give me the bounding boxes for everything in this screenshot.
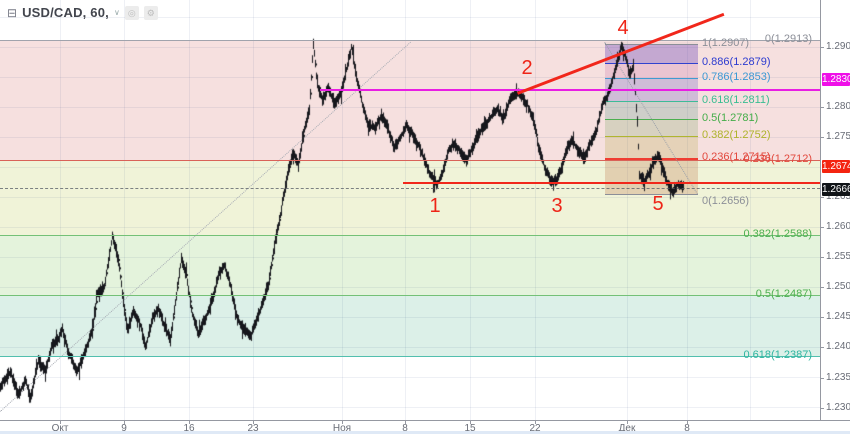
time-axis-border [0,420,850,421]
fib-retracement-label: 0.886(1.2879) [702,56,771,68]
time-axis-tick [60,420,61,424]
fib-retracement-label: 0.382(1.2752) [702,129,771,141]
time-axis-tick [253,420,254,424]
fib-retracement-label: 0.236(1.2715) [702,151,771,163]
fib-level-line[interactable] [0,295,820,296]
price-axis-label: 1.2750 [826,131,850,142]
fib-retracement-label: 0.618(1.2811) [702,94,770,106]
time-axis-tick [189,420,190,424]
price-axis-tick [820,47,824,48]
wave-label-4: 4 [617,17,629,39]
time-axis-background [0,421,850,434]
fib-level-label: 0.5(1.2487) [755,288,812,300]
fib-retracement-label: 1(1.2907) [702,37,750,49]
time-axis-tick [124,420,125,424]
price-axis-label: 1.2350 [826,372,850,383]
price-axis-tick [820,287,824,288]
legend-collapse-icon[interactable]: ⊟ [7,5,18,20]
fib-level-line[interactable] [0,160,820,161]
fib-level-line[interactable] [0,356,820,357]
symbol-title[interactable]: USD/CAD, 60, [22,5,109,20]
time-axis-label: 9 [121,423,127,434]
price-axis-background [821,0,850,420]
time-axis-label: 15 [464,423,476,434]
gear-icon[interactable]: ⚙ [143,5,158,20]
time-axis-tick [342,420,343,424]
time-axis-tick [627,420,628,424]
price-axis-tick [820,317,824,318]
price-axis-tick [820,107,824,108]
time-axis-label: Дек [618,423,636,434]
price-axis-label: 1.2900 [826,41,850,52]
red-horizontal-line[interactable] [403,182,820,184]
time-axis-tick [535,420,536,424]
time-axis-label: 22 [529,423,541,434]
bottom-strip [0,431,850,434]
price-axis-label: 1.2550 [826,251,850,262]
price-axis-tick [820,227,824,228]
time-axis-label: Ноя [332,423,352,434]
price-axis-label: 1.2450 [826,311,850,322]
price-axis-label: 1.2500 [826,281,850,292]
fib-retracement-label: 0(1.2656) [702,195,750,207]
time-axis-tick [687,420,688,424]
fib-level-line[interactable] [0,235,820,236]
price-axis-tick [820,378,824,379]
price-axis-label: 1.2600 [826,221,850,232]
price-badge-magenta: 1.2830 [822,72,850,86]
wave-label-5: 5 [652,193,664,215]
time-axis-label: 16 [183,423,195,434]
magenta-horizontal-line[interactable] [320,89,820,91]
price-axis-tick [820,408,824,409]
wave-label-3: 3 [551,195,563,217]
chevron-down-icon[interactable]: ∨ [113,7,120,17]
price-axis-border [820,0,821,420]
time-axis-label: 8 [684,423,690,434]
price-axis-label: 1.2300 [826,402,850,413]
price-axis-tick [820,347,824,348]
fib-level-label: 0.382(1.2588) [743,228,813,240]
price-axis-label: 1.2400 [826,341,850,352]
chart-legend: ⊟ USD/CAD, 60, ∨ ◎ ⚙ [7,5,158,20]
wave-label-2: 2 [521,57,533,79]
time-axis-label: 23 [247,423,259,434]
fib-retracement-label: 0.5(1.2781) [702,112,759,124]
time-axis-tick [470,420,471,424]
fib-retracement-label: 0.786(1.2853) [702,71,771,83]
price-axis-tick [820,257,824,258]
price-badge-black: 1.2666 [822,182,850,196]
time-axis-tick [405,420,406,424]
fib-level-line[interactable] [0,40,820,41]
fib-level-label: 0.236(1.2712) [743,153,813,165]
price-badge-red: 1.2674 [822,159,850,173]
wave-label-1: 1 [429,195,441,217]
time-axis-label: Окт [51,423,69,434]
current-price-dashed-line [0,188,820,189]
fib-level-label: 0.618(1.2387) [743,349,813,361]
time-axis-label: 8 [402,423,408,434]
price-axis-label: 1.2650 [826,191,850,202]
price-axis-label: 1.2800 [826,101,850,112]
price-axis-tick [820,137,824,138]
price-axis-tick [820,197,824,198]
fib-level-label: 0(1.2913) [764,33,812,45]
eye-icon[interactable]: ◎ [124,5,139,20]
